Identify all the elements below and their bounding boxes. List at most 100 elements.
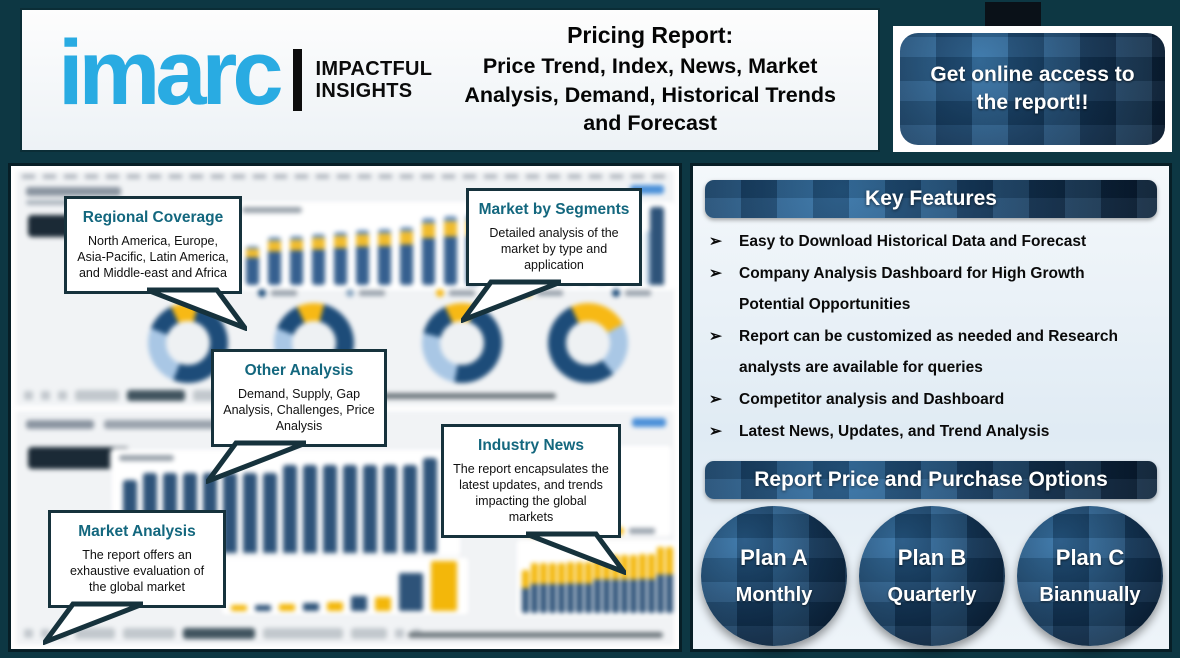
callout-title: Industry News: [478, 437, 584, 454]
chart-bar: [621, 554, 628, 613]
chart-bar: [567, 562, 574, 613]
plan-name: Plan C: [1055, 545, 1125, 570]
mini-bar-chart-card: [221, 557, 469, 615]
callout-title: Other Analysis: [244, 362, 354, 379]
title-line2: Price Trend, Index, News, Market Analysi…: [464, 53, 836, 136]
donut-chart: [422, 303, 502, 383]
blurred-text: [26, 200, 84, 205]
chart-bar: [243, 472, 257, 553]
chart-bar: [303, 465, 317, 553]
plan-name: Plan A: [740, 545, 808, 570]
bullet-arrow-icon: ➢: [709, 328, 722, 345]
chart-bar: [648, 554, 655, 613]
logo-tagline-line2: INSIGHTS: [315, 80, 413, 102]
logo-tagline-line1: IMPACTFUL: [315, 57, 433, 80]
callout-body: North America, Europe, Asia-Pacific, Lat…: [77, 234, 229, 280]
chart-bar: [650, 207, 664, 285]
plan-c-circle[interactable]: Plan C Biannually: [1017, 506, 1163, 646]
callout-regional-coverage: Regional Coverage North America, Europe,…: [64, 196, 253, 334]
chart-bar: [612, 554, 619, 613]
callout-tail: [455, 279, 562, 326]
chart-bar: [657, 547, 664, 613]
chart-bar: [246, 246, 259, 285]
chart-legend: [258, 289, 297, 297]
get-access-button[interactable]: Get online access to the report!!: [900, 33, 1165, 145]
chart-bar: [423, 458, 437, 553]
chart-bar: [585, 562, 592, 613]
chart-bar: [334, 232, 347, 285]
link-placeholder: [630, 185, 664, 194]
chart-bar: [343, 465, 357, 553]
title-line1: Pricing Report:: [567, 21, 734, 48]
key-features-heading: Key Features: [705, 180, 1157, 218]
imarc-logo: imarc IMPACTFUL INSIGHTS: [22, 27, 433, 119]
plans-row: Plan A Monthly Plan B Quarterly Plan C B…: [701, 506, 1163, 646]
decoration-tab: [985, 2, 1041, 28]
header: imarc IMPACTFUL INSIGHTS Pricing Report:…: [20, 8, 880, 152]
callout-tail: [200, 440, 307, 487]
plan-a-circle[interactable]: Plan A Monthly: [701, 506, 847, 646]
chart-bar: [540, 562, 547, 613]
chart-bar: [639, 554, 646, 613]
bullet-arrow-icon: ➢: [709, 423, 722, 440]
plan-period: Monthly: [735, 584, 813, 606]
blurred-text: [26, 187, 121, 196]
chart-bar: [263, 472, 277, 553]
callout-body: Demand, Supply, Gap Analysis, Challenges…: [223, 387, 375, 433]
blurred-text: [242, 207, 302, 213]
callout-market-analysis: Market Analysis The report offers an exh…: [37, 510, 226, 648]
chart-bar: [400, 226, 413, 285]
chart-legend: [346, 289, 385, 297]
cta-panel: Get online access to the report!!: [893, 26, 1172, 152]
chart-bar: [558, 562, 565, 613]
bullet-arrow-icon: ➢: [709, 233, 722, 250]
blurred-text: [119, 455, 174, 461]
key-feature-item: ➢ Report can be customized as needed and …: [709, 321, 1161, 383]
chart-bar: [422, 218, 435, 285]
chart-bar: [403, 465, 417, 553]
chart-bar: [268, 237, 281, 285]
callout-market-by-segments: Market by Segments Detailed analysis of …: [455, 188, 642, 326]
callout-title: Regional Coverage: [82, 209, 224, 226]
callout-body: The report encapsulates the latest updat…: [453, 462, 609, 524]
chart-bar: [630, 554, 637, 613]
chart-bar: [444, 216, 457, 285]
button-placeholder: [28, 447, 130, 469]
chart-legend: [612, 289, 651, 297]
chart-bar: [666, 547, 673, 613]
chart-bar: [383, 465, 397, 553]
callout-industry-news: Industry News The report encapsulates th…: [441, 424, 632, 578]
chart-bar: [283, 465, 297, 553]
bullet-arrow-icon: ➢: [709, 265, 722, 282]
mini-bar-chart: [231, 561, 457, 611]
chart-legend: [436, 289, 475, 297]
donut-chart: [548, 303, 628, 383]
stacked-bar-chart: [522, 547, 673, 613]
key-features-list: ➢ Easy to Download Historical Data and Fo…: [709, 226, 1161, 448]
callout-other-analysis: Other Analysis Demand, Supply, Gap Analy…: [200, 349, 387, 487]
chart-bar: [223, 472, 237, 553]
purchase-options-heading: Report Price and Purchase Options: [705, 461, 1157, 499]
callout-title: Market Analysis: [78, 523, 196, 540]
chart-bar: [356, 230, 369, 285]
plan-name: Plan B: [897, 545, 967, 570]
callout-title: Market by Segments: [478, 201, 630, 218]
chart-bar: [323, 465, 337, 553]
chart-bar: [576, 562, 583, 613]
callout-tail: [146, 287, 253, 334]
report-title: Pricing Report: Price Trend, Index, News…: [432, 22, 878, 138]
callout-body: The report offers an exhaustive evaluati…: [69, 548, 205, 594]
bar-chart: [246, 213, 501, 285]
blurred-text: [104, 420, 224, 429]
callout-body: Detailed analysis of the market by type …: [489, 226, 619, 272]
chart-bar: [549, 562, 556, 613]
chart-bar: [531, 562, 538, 613]
chart-bar: [603, 554, 610, 613]
key-feature-item: ➢ Easy to Download Historical Data and Fo…: [709, 226, 1161, 257]
plan-b-circle[interactable]: Plan B Quarterly: [859, 506, 1005, 646]
blurred-text: [26, 420, 94, 429]
logo-divider: [292, 49, 302, 111]
chart-bar: [312, 233, 325, 285]
plan-period: Biannually: [1039, 584, 1141, 606]
